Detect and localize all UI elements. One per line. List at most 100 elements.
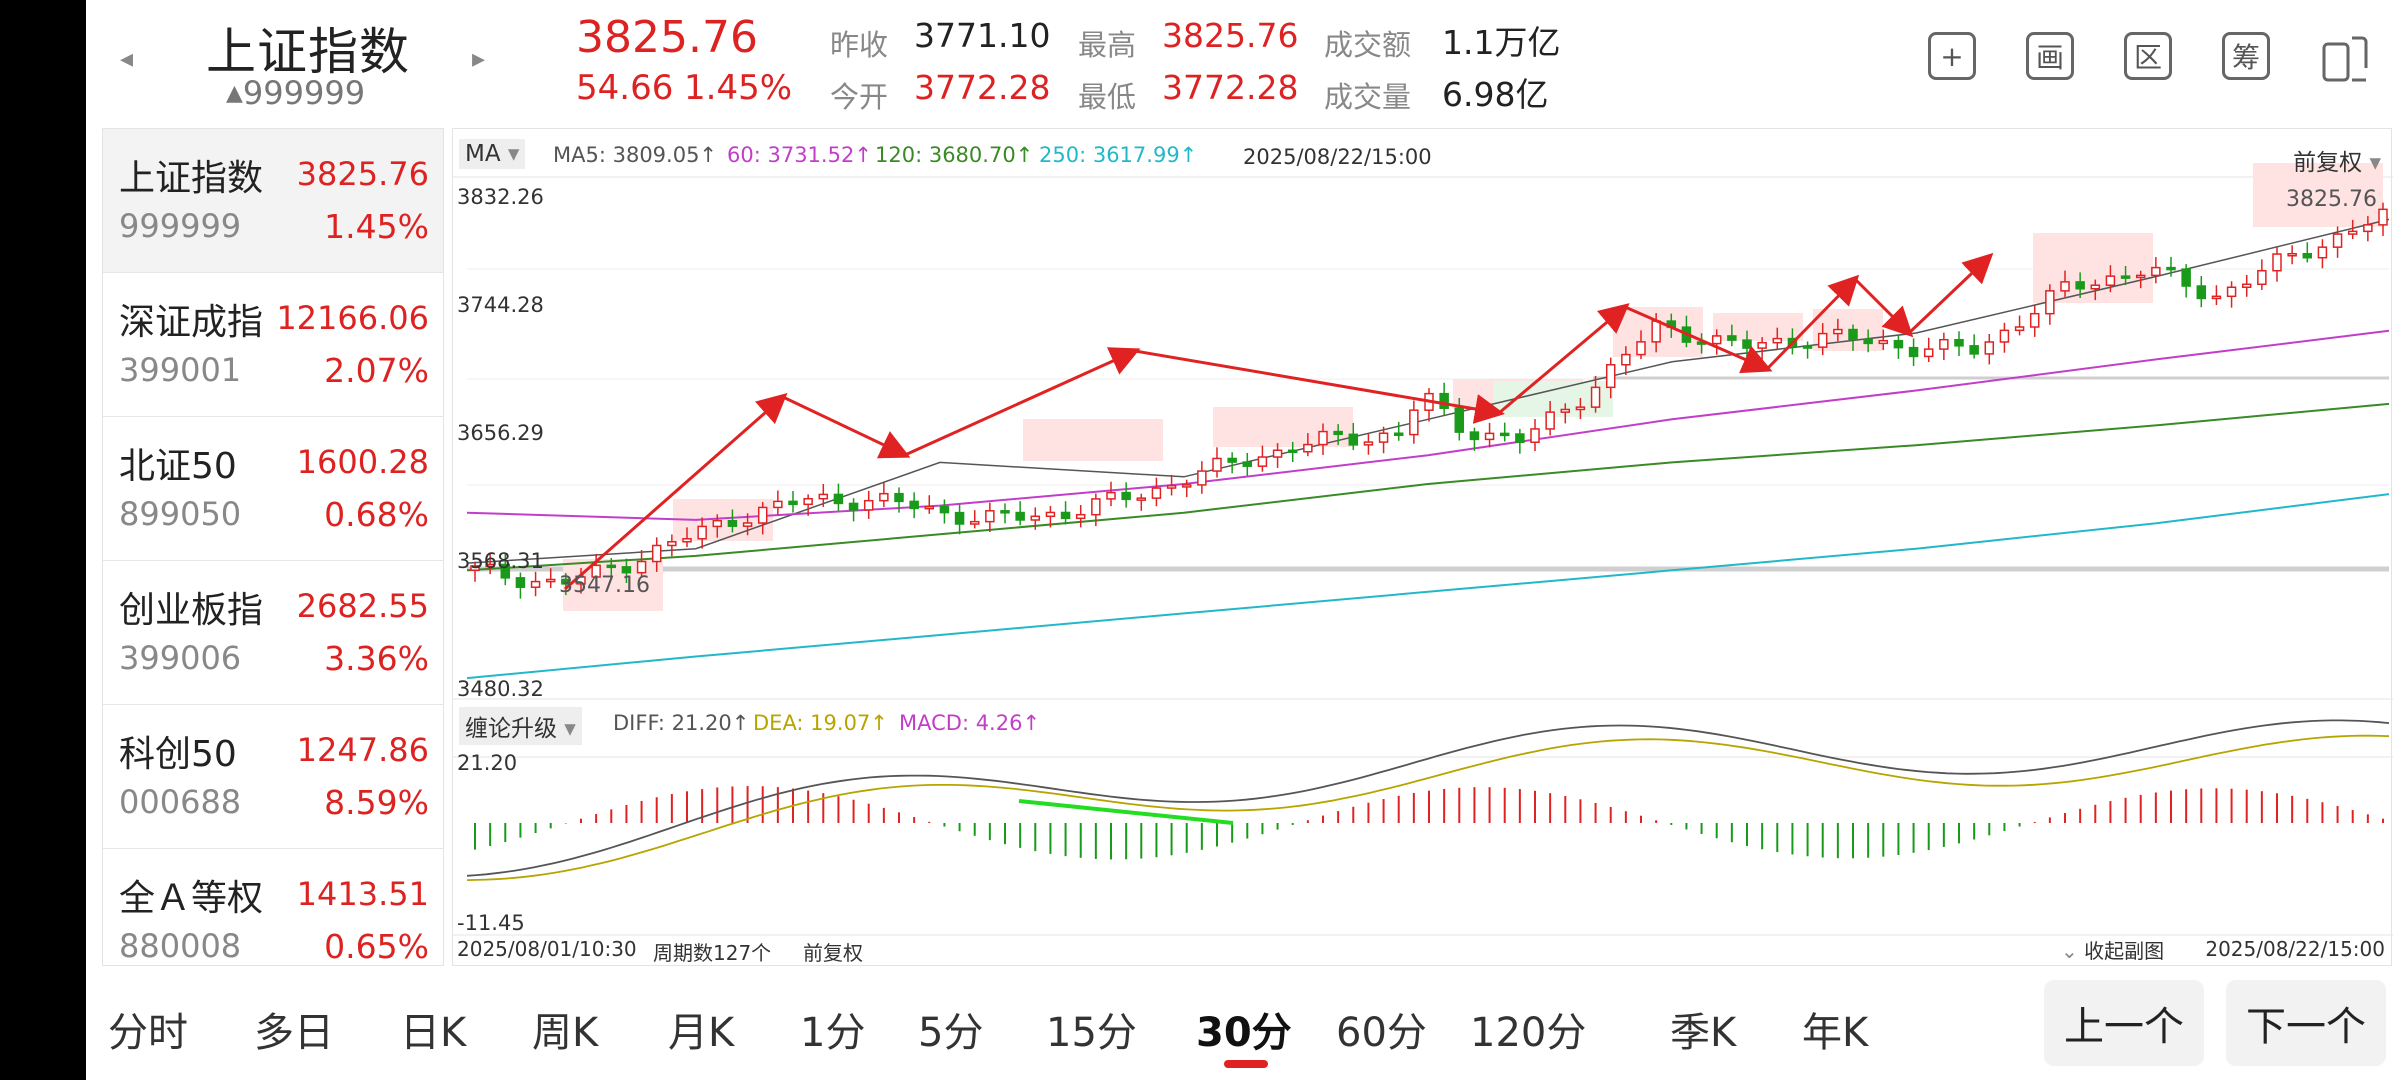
index-item-name: 上证指数 (119, 158, 264, 199)
price-change-pct: 1.45% (684, 68, 793, 108)
candle-body (969, 520, 980, 525)
period-tab[interactable]: 15分 (1046, 1010, 1137, 1056)
dea-line (466, 734, 2390, 881)
index-code: ▲999999 (226, 74, 365, 112)
period-tab[interactable]: 日K (400, 1010, 467, 1056)
prev-button[interactable]: 上一个 (2044, 980, 2204, 1066)
candle-body (682, 538, 692, 543)
kline-svg (453, 163, 2393, 936)
active-tab-indicator (1224, 1060, 1268, 1068)
candle-body (1333, 430, 1343, 436)
candle-body (470, 565, 480, 572)
prev-close-label: 昨收 (830, 28, 889, 62)
collapse-subchart-label: 收起副图 (2084, 939, 2165, 963)
candle-body (606, 564, 617, 569)
zone-highlight (1213, 407, 1353, 447)
period-tab[interactable]: 5分 (918, 1010, 984, 1056)
candle-body (1197, 470, 1207, 486)
candle-body (1560, 408, 1571, 413)
candle-body (1106, 491, 1116, 500)
chevron-down-icon: ▾ (557, 716, 576, 742)
candle-body (894, 492, 904, 503)
candle-body (939, 505, 950, 514)
candle-body (2332, 233, 2343, 248)
adjust-dropdown[interactable]: 前复权 ▾ (2293, 143, 2381, 177)
candle-body (1878, 339, 1889, 345)
period-tab[interactable]: 分时 (108, 1010, 188, 1056)
index-item-price: 1247.86 (296, 731, 429, 769)
quote-header: ◂ 上证指数 ▸ ▲999999 3825.76 54.66 1.45% 昨收 … (86, 0, 2400, 120)
candle-body (1893, 339, 1904, 349)
low-value: 3772.28 (1162, 68, 1299, 107)
period-tab[interactable]: 1分 (800, 1010, 866, 1056)
index-list-item[interactable]: 深证成指 12166.06 399001 2.07% (103, 273, 443, 417)
diff-legend: DIFF: 21.20↑ (613, 711, 750, 735)
index-list-item[interactable]: 科创50 1247.86 000688 8.59% (103, 705, 443, 849)
index-list-item[interactable]: 北证50 1600.28 899050 0.68% (103, 417, 443, 561)
kline-chart-panel[interactable]: MA ▾ MA5: 3809.05↑ 60: 3731.52↑ 120: 368… (452, 128, 2393, 966)
period-tab[interactable]: 60分 (1336, 1010, 1427, 1056)
candle-body (2363, 224, 2373, 233)
prev-index-arrow-icon[interactable]: ◂ (120, 44, 134, 74)
period-tab[interactable]: 年K (1802, 1010, 1869, 1056)
collapse-subchart-button[interactable]: ⌄ 收起副图 (2061, 935, 2164, 964)
index-item-name: 科创50 (119, 734, 237, 775)
index-list-item[interactable]: 创业板指 2682.55 399006 3.36% (103, 561, 443, 705)
indicator-dropdown-label: MA (465, 141, 501, 167)
chips-icon[interactable]: 筹 (2222, 32, 2270, 80)
candle-body (924, 505, 935, 510)
candle-body (863, 499, 874, 511)
volume-label: 成交量 (1324, 80, 1412, 114)
candle-body (2257, 269, 2267, 286)
candle-body (1711, 335, 1722, 345)
plus-icon[interactable]: + (1928, 32, 1976, 80)
index-list-item[interactable]: 上证指数 3825.76 999999 1.45% (103, 129, 443, 273)
candle-body (2105, 275, 2116, 286)
rotate-screen-icon[interactable] (2318, 30, 2374, 86)
period-tab[interactable]: 周K (532, 1010, 599, 1056)
dea-legend: DEA: 19.07↑ (753, 711, 888, 735)
period-tab[interactable]: 月K (668, 1010, 735, 1056)
candle-body (1257, 456, 1268, 467)
sub-indicator-dropdown[interactable]: 缠论升级 ▾ (459, 707, 582, 745)
candle-body (1151, 487, 1162, 499)
start-date: 2025/08/01/10:30 (457, 937, 637, 961)
candle-body (515, 577, 526, 588)
period-tab[interactable]: 30分 (1196, 1010, 1292, 1056)
candle-body (1545, 411, 1555, 430)
index-item-name: 深证成指 (119, 302, 264, 343)
candle-body (2241, 283, 2252, 288)
candle-body (1757, 341, 1767, 349)
candle-body (1212, 457, 1222, 472)
candle-body (1636, 341, 1646, 356)
next-index-arrow-icon[interactable]: ▸ (472, 44, 486, 74)
candle-body (803, 497, 813, 506)
candle-body (530, 580, 541, 588)
trend-arrow (1134, 349, 1505, 424)
next-button[interactable]: 下一个 (2226, 980, 2386, 1066)
candle-body (1575, 406, 1586, 411)
period-tab[interactable]: 多日 (254, 1010, 334, 1056)
candle-body (667, 541, 677, 547)
index-item-code: 399006 (119, 639, 242, 677)
period-tab[interactable]: 120分 (1470, 1010, 1587, 1056)
open-label: 今开 (830, 80, 889, 114)
index-item-code: 899050 (119, 495, 242, 533)
range-icon[interactable]: 区 (2124, 32, 2172, 80)
adjust-dropdown-label: 前复权 (2293, 150, 2363, 176)
ma60-legend: 60: 3731.52↑ (727, 143, 872, 167)
end-date: 2025/08/22/15:00 (2205, 937, 2385, 961)
candle-body (1515, 433, 1525, 443)
draw-icon[interactable]: 画 (2026, 32, 2074, 80)
index-item-code: 880008 (119, 927, 242, 965)
candle-body (1939, 338, 1949, 350)
up-triangle-icon: ▲ (226, 81, 243, 106)
candle-body (1409, 409, 1419, 436)
candle-body (2151, 266, 2161, 277)
candle-body (621, 566, 632, 574)
index-list-item[interactable]: 全Ａ等权 1413.51 880008 0.65% (103, 849, 443, 965)
indicator-dropdown[interactable]: MA ▾ (459, 139, 526, 169)
period-tab[interactable]: 季K (1670, 1010, 1737, 1056)
sub-indicator-label: 缠论升级 (465, 716, 557, 742)
candle-body (833, 493, 844, 505)
